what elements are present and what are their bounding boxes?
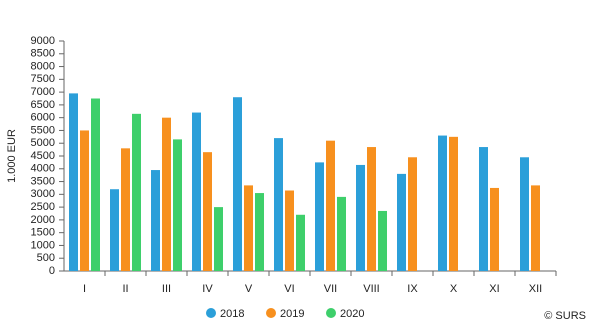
y-tick-label: 7500: [31, 73, 55, 85]
bar: [449, 136, 458, 271]
y-tick-label: 6000: [31, 112, 55, 124]
legend-swatch: [266, 308, 276, 318]
bar: [438, 135, 447, 271]
bar: [326, 140, 335, 271]
bar: [244, 185, 253, 271]
y-tick-label: 5500: [31, 124, 55, 136]
y-tick-label: 4000: [31, 163, 55, 175]
x-tick-label: VII: [324, 283, 337, 295]
y-tick-label: 8000: [31, 60, 55, 72]
y-tick-label: 8500: [31, 48, 55, 60]
bar: [296, 214, 305, 271]
y-tick-label: 1000: [31, 239, 55, 251]
bar: [203, 152, 212, 271]
bar: [233, 97, 242, 271]
y-tick-label: 6500: [31, 99, 55, 111]
legend-swatch: [326, 308, 336, 318]
x-tick-label: V: [245, 283, 253, 295]
y-tick-label: 500: [37, 252, 55, 264]
bar: [192, 112, 201, 271]
bar: [367, 147, 376, 271]
y-tick-label: 1500: [31, 227, 55, 239]
y-tick-label: 3500: [31, 175, 55, 187]
bar: [173, 139, 182, 271]
bar: [490, 187, 499, 271]
bar: [315, 162, 324, 271]
bar: [285, 190, 294, 271]
legend-label: 2019: [280, 308, 304, 320]
x-tick-label: VIII: [363, 283, 380, 295]
bar: [69, 93, 78, 271]
x-tick-label: X: [450, 283, 458, 295]
bar: [162, 117, 171, 272]
y-tick-label: 2000: [31, 214, 55, 226]
x-tick-label: III: [162, 283, 171, 295]
bar: [397, 173, 406, 271]
legend-label: 2018: [220, 308, 244, 320]
bar: [110, 189, 119, 271]
bar: [408, 157, 417, 271]
y-tick-label: 9000: [31, 35, 55, 47]
bar: [378, 210, 387, 271]
bar: [255, 193, 264, 271]
bar: [274, 138, 283, 271]
x-tick-label: XII: [529, 283, 542, 295]
x-tick-label: VI: [284, 283, 294, 295]
x-tick-label: IV: [202, 283, 213, 295]
bar: [132, 113, 141, 271]
y-axis-label: 1.000 EUR: [6, 129, 18, 183]
legend-label: 2020: [340, 308, 364, 320]
bar: [531, 185, 540, 271]
bar: [479, 147, 488, 271]
bar: [151, 170, 160, 271]
y-tick-label: 5000: [31, 137, 55, 149]
x-tick-label: II: [122, 283, 128, 295]
x-tick-label: IX: [407, 283, 418, 295]
bar: [214, 207, 223, 271]
bar: [337, 196, 346, 271]
y-tick-label: 3000: [31, 188, 55, 200]
legend-swatch: [206, 308, 216, 318]
y-tick-label: 0: [49, 265, 55, 277]
y-tick-label: 7000: [31, 86, 55, 98]
y-tick-label: 2500: [31, 201, 55, 213]
x-tick-label: I: [83, 283, 86, 295]
x-tick-label: XI: [489, 283, 499, 295]
y-tick-label: 4500: [31, 150, 55, 162]
source-annotation: © SURS: [544, 310, 586, 322]
bar: [356, 164, 365, 271]
bar: [91, 98, 100, 271]
bar: [80, 130, 89, 271]
bar: [520, 157, 529, 271]
bar: [121, 148, 130, 271]
